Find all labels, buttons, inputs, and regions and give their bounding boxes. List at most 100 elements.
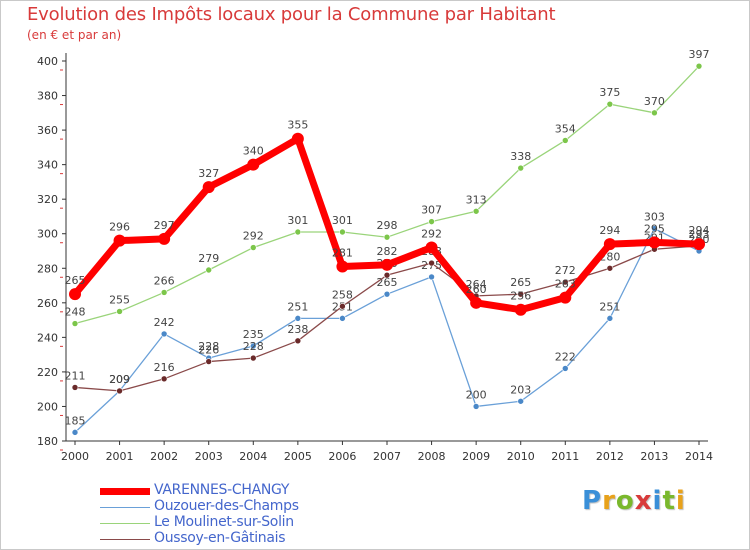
data-point xyxy=(202,181,215,194)
data-point xyxy=(158,232,171,245)
data-point xyxy=(71,429,79,436)
data-point xyxy=(294,228,302,236)
data-label: 209 xyxy=(109,373,130,386)
legend-label: Le Moulinet-sur-Solin xyxy=(154,514,294,530)
chart-subtitle: (en € et par an) xyxy=(27,28,122,42)
data-point xyxy=(116,387,123,395)
y-tick-label: 220 xyxy=(37,366,58,379)
data-point xyxy=(517,164,525,172)
data-label: 264 xyxy=(466,278,487,291)
brand-letter: t xyxy=(662,486,676,516)
data-label: 303 xyxy=(644,211,665,224)
x-tick-label: 2009 xyxy=(462,450,490,463)
data-label: 375 xyxy=(599,86,620,99)
data-point xyxy=(559,291,572,304)
data-label: 313 xyxy=(466,193,487,206)
brand-letter: i xyxy=(652,486,663,516)
data-label: 185 xyxy=(65,414,86,427)
brand-letter: P xyxy=(582,486,603,516)
data-label: 307 xyxy=(421,204,442,217)
data-label: 295 xyxy=(644,222,665,235)
data-point xyxy=(651,109,658,117)
legend-item-varennes-changy: VARENNES-CHANGY xyxy=(100,482,360,500)
x-tick-label: 2004 xyxy=(239,450,267,463)
data-label: 248 xyxy=(65,306,86,319)
data-label: 222 xyxy=(555,350,576,363)
data-point xyxy=(428,273,435,281)
x-tick-label: 2014 xyxy=(685,450,713,463)
data-point xyxy=(291,132,304,145)
data-point xyxy=(383,233,391,241)
data-label: 228 xyxy=(243,340,264,353)
data-label: 355 xyxy=(287,119,308,132)
data-label: 263 xyxy=(555,278,576,291)
data-label: 397 xyxy=(689,48,710,61)
data-point xyxy=(294,315,302,322)
data-point xyxy=(514,303,527,316)
data-point xyxy=(561,137,569,144)
data-point xyxy=(517,397,525,405)
data-label: 282 xyxy=(377,245,398,258)
y-tick-label: 300 xyxy=(37,228,58,241)
y-tick-label: 280 xyxy=(37,262,58,275)
x-tick-label: 2003 xyxy=(195,450,223,463)
brand-letter: r xyxy=(602,486,616,516)
data-label: 260 xyxy=(466,283,487,296)
y-tick-label: 360 xyxy=(37,124,58,137)
x-tick-label: 2006 xyxy=(328,450,356,463)
data-label: 340 xyxy=(243,145,264,158)
data-point xyxy=(249,342,257,350)
data-point xyxy=(113,234,126,247)
data-label: 301 xyxy=(332,214,353,227)
data-point xyxy=(606,264,614,272)
line-chart: 180 200 220 240 260 280 300 320 340 360 380 400 2000… xyxy=(37,48,713,463)
brand-letter: x xyxy=(634,486,653,516)
legend-swatch xyxy=(100,507,150,508)
data-label: 266 xyxy=(154,274,175,287)
chart-title: Evolution des Impôts locaux pour la Comm… xyxy=(27,4,556,25)
data-label: 279 xyxy=(198,252,219,265)
data-label: 294 xyxy=(689,224,710,237)
data-label: 265 xyxy=(510,276,531,289)
data-label: 281 xyxy=(332,247,353,260)
data-point xyxy=(160,330,168,338)
data-point xyxy=(294,337,302,345)
brand-letter: o xyxy=(615,486,635,516)
data-point xyxy=(651,225,658,232)
y-tick-label: 200 xyxy=(37,400,58,413)
legend-item-ouzouer-des-champs: Ouzouer-des-Champs xyxy=(100,498,360,516)
data-label: 265 xyxy=(65,274,86,287)
x-tick-label: 2010 xyxy=(507,450,535,463)
data-label: 209 xyxy=(109,373,130,386)
data-point xyxy=(693,238,705,251)
data-point xyxy=(606,315,614,322)
data-label: 228 xyxy=(198,340,219,353)
data-point xyxy=(116,308,123,315)
legend-label: Oussoy-en-Gâtinais xyxy=(154,530,286,546)
data-point xyxy=(472,207,480,215)
data-point xyxy=(247,158,260,171)
data-point xyxy=(561,365,569,372)
y-tick-label: 260 xyxy=(37,297,58,310)
data-label: 216 xyxy=(154,361,175,374)
brand-letter: i xyxy=(675,486,686,516)
data-label: 301 xyxy=(287,214,308,227)
data-point xyxy=(603,238,616,251)
data-label: 297 xyxy=(154,219,175,232)
data-label: 211 xyxy=(65,369,86,382)
y-tick-label: 380 xyxy=(37,90,58,103)
legend-swatch xyxy=(100,488,150,495)
legend-label: VARENNES-CHANGY xyxy=(154,482,290,498)
data-point xyxy=(425,241,438,254)
x-tick-label: 2013 xyxy=(640,450,668,463)
data-point xyxy=(249,354,257,362)
data-label: 251 xyxy=(287,300,308,313)
data-label: 235 xyxy=(243,328,264,341)
data-label: 256 xyxy=(510,290,531,303)
data-label: 327 xyxy=(198,167,219,180)
data-point xyxy=(160,289,168,296)
legend-item-oussoy-en-gatinais: Oussoy-en-Gâtinais xyxy=(100,530,360,548)
proxiti-logo: Proxiti xyxy=(582,486,686,516)
data-label: 338 xyxy=(510,150,531,163)
y-tick-label: 320 xyxy=(37,193,58,206)
